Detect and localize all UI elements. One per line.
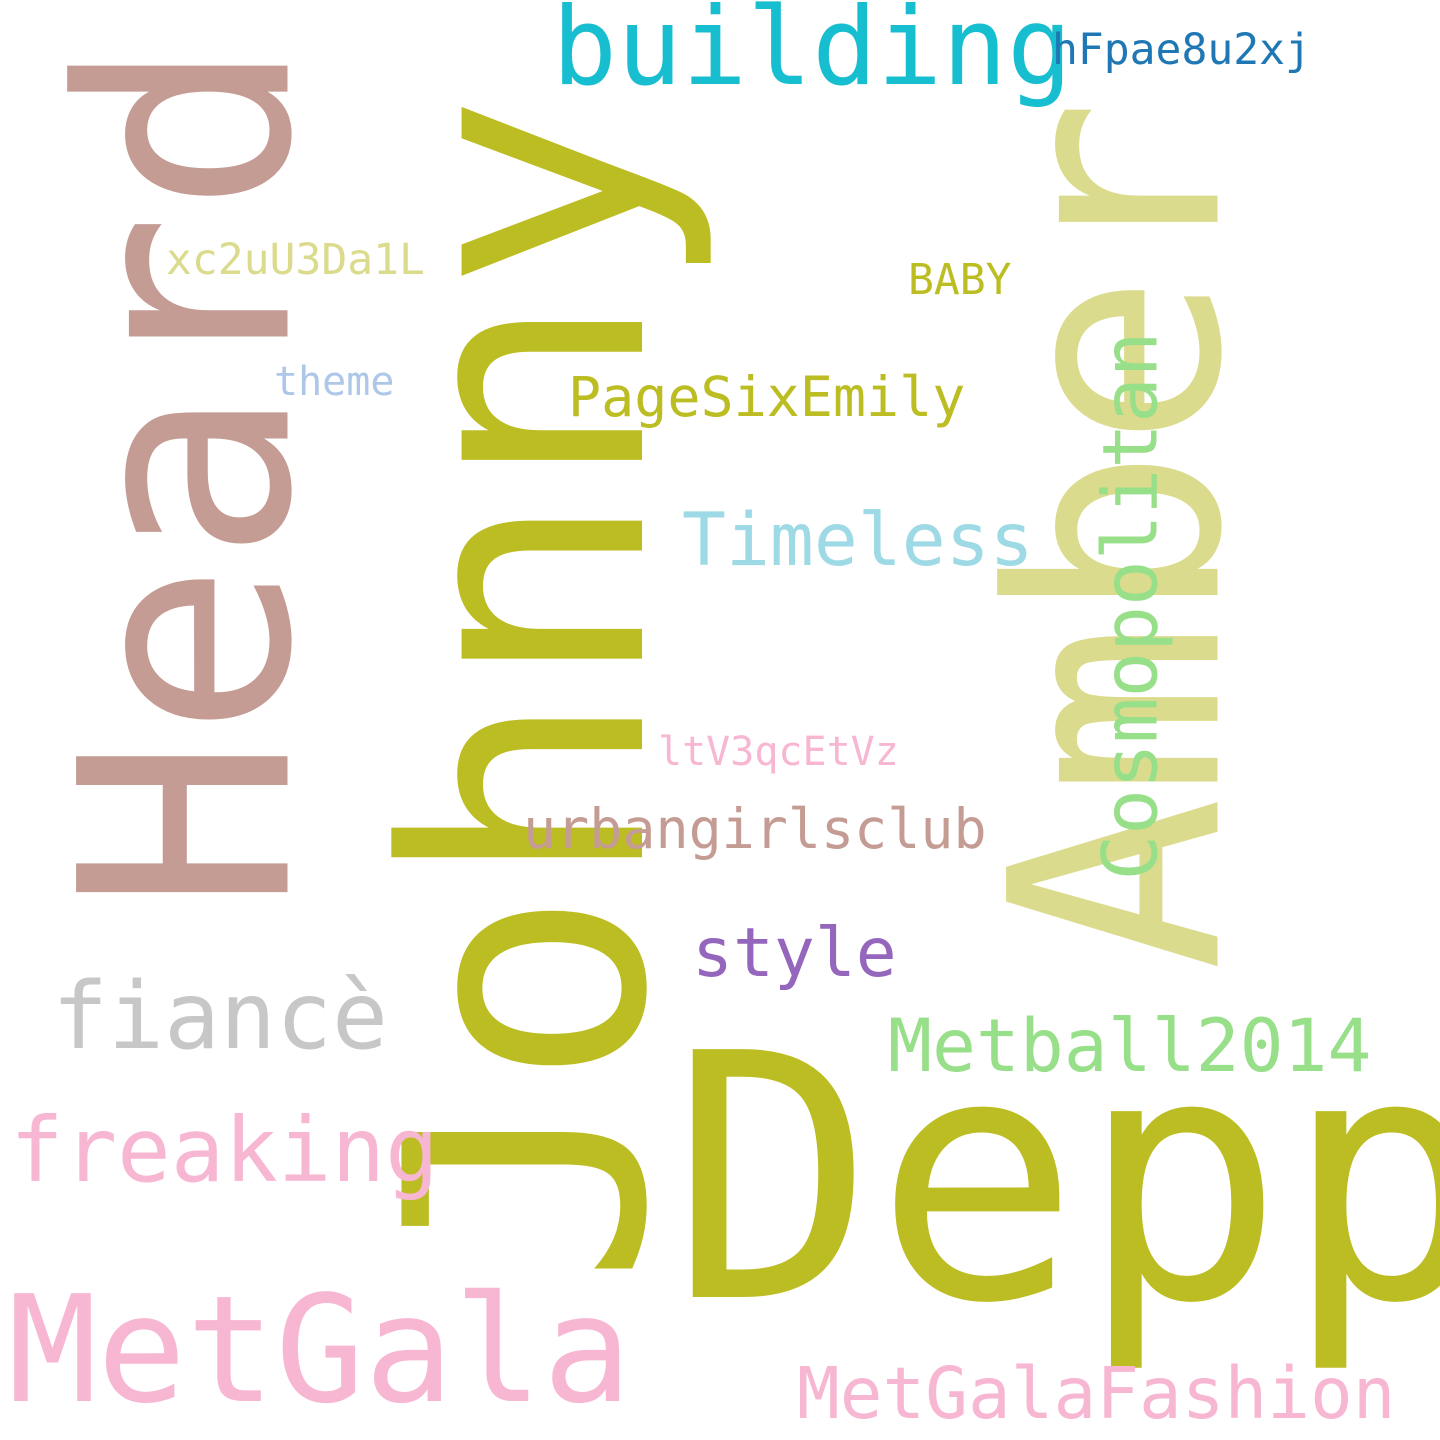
word-cosmopolitan: Cosmopolitan bbox=[1085, 331, 1175, 881]
word-heard: Heard bbox=[18, 38, 356, 912]
word-metgala: MetGala bbox=[8, 1264, 632, 1436]
word-depp: Depp bbox=[670, 982, 1440, 1378]
word-urbangirlsclub: urbangirlsclub bbox=[523, 797, 987, 861]
word-freaking: freaking bbox=[10, 1098, 439, 1202]
word-pagesixemily: PageSixEmily bbox=[568, 365, 966, 429]
word-theme: theme bbox=[274, 359, 395, 405]
word-metgalafashion: MetGalaFashion bbox=[797, 1352, 1396, 1435]
word-timeless: Timeless bbox=[682, 498, 1034, 583]
word-fiance: fiancè bbox=[52, 962, 388, 1070]
word-style: style bbox=[692, 914, 897, 993]
word-hfpae8u2xj: hFpae8u2xj bbox=[1052, 25, 1311, 75]
word-metball2014: Metball2014 bbox=[888, 1004, 1372, 1089]
word-building: building bbox=[552, 0, 1073, 110]
word-xc2uu3da1l: xc2uU3Da1L bbox=[166, 235, 425, 285]
word-baby: BABY bbox=[908, 255, 1012, 305]
word-ltv3qcetvz: ltV3qcEtVz bbox=[658, 729, 899, 775]
